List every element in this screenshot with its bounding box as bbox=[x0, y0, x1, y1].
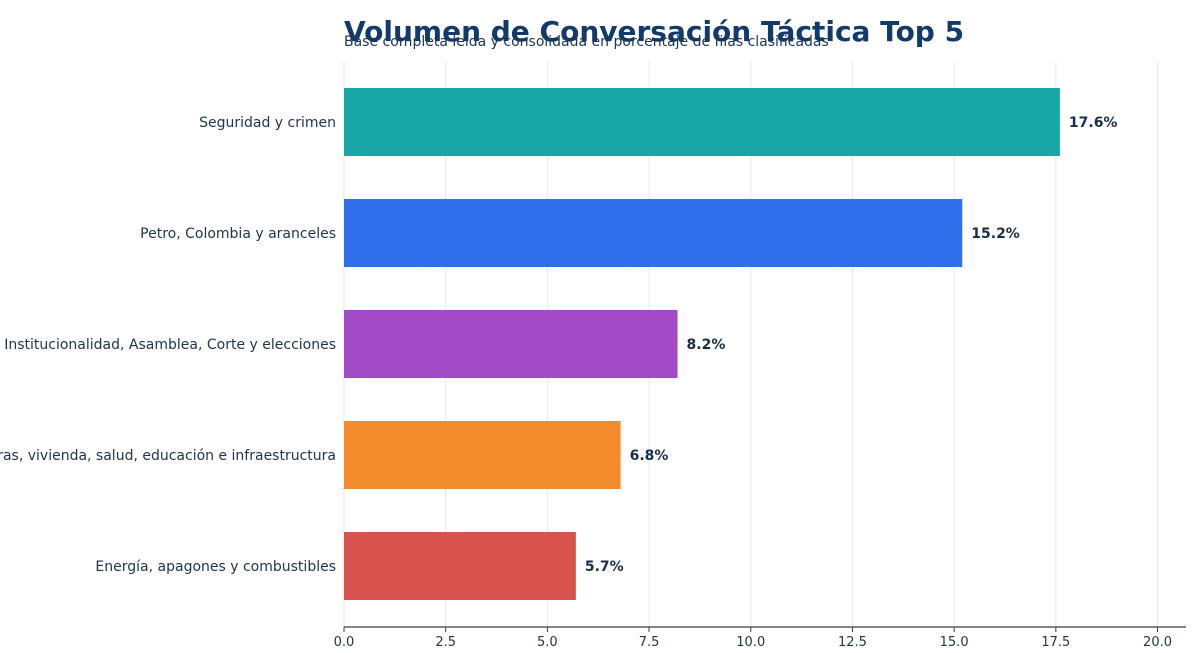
chart-title: Volumen de Conversación Táctica Top 5 bbox=[344, 15, 964, 48]
category-label: Petro, Colombia y aranceles bbox=[140, 226, 336, 242]
x-tick-label: 7.5 bbox=[639, 635, 660, 650]
category-label: Obras, vivienda, salud, educación e infr… bbox=[0, 448, 336, 464]
data-label: 5.7% bbox=[585, 559, 624, 575]
x-tick-label: 17.5 bbox=[1041, 635, 1070, 650]
category-label: Energía, apagones y combustibles bbox=[95, 559, 336, 575]
x-tick-label: 20.0 bbox=[1143, 635, 1172, 650]
labels-layer: Seguridad y crimen 17.6% Petro, Colombia y… bbox=[0, 115, 1117, 575]
data-label: 15.2% bbox=[971, 226, 1020, 242]
category-label: Institucionalidad, Asamblea, Corte y ele… bbox=[4, 337, 336, 353]
bar bbox=[344, 421, 621, 489]
data-label: 17.6% bbox=[1069, 115, 1118, 131]
x-tick-label: 12.5 bbox=[838, 635, 867, 650]
category-label: Seguridad y crimen bbox=[199, 115, 336, 131]
x-tick-label: 0.0 bbox=[334, 635, 355, 650]
grid-layer bbox=[343, 62, 1159, 627]
bar bbox=[344, 88, 1060, 156]
bar bbox=[344, 310, 678, 378]
bars-layer bbox=[344, 88, 1060, 600]
axis-layer: 0.0 2.5 5.0 7.5 10.0 12.5 15.0 17.5 20.0 bbox=[334, 626, 1186, 650]
chart-subtitle: Base completa leída y consolidada en por… bbox=[344, 34, 829, 50]
x-tick-label: 2.5 bbox=[435, 635, 456, 650]
x-tick-label: 10.0 bbox=[736, 635, 765, 650]
bar bbox=[344, 199, 963, 267]
data-label: 8.2% bbox=[687, 337, 726, 353]
x-tick-label: 5.0 bbox=[537, 635, 558, 650]
x-tick-label: 15.0 bbox=[940, 635, 969, 650]
data-label: 6.8% bbox=[630, 448, 669, 464]
bar bbox=[344, 532, 576, 600]
